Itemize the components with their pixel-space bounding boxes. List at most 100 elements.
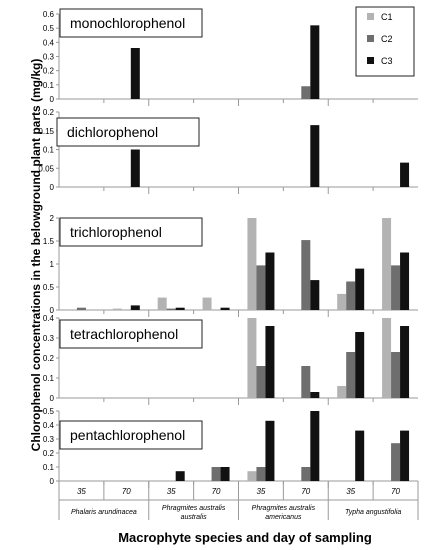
species-label: Typha angustifolia <box>345 509 401 516</box>
panel-title: tetrachlorophenol <box>70 326 178 342</box>
legend-swatch-C3 <box>367 57 374 64</box>
panel-pentachlorophenol: 0 0.1 0.2 0.3 0.4 0.5 pentachlorophenol <box>43 407 418 488</box>
y-tick-label: 2 <box>50 214 55 223</box>
bar-C2-70 <box>301 86 311 99</box>
legend-label-C1: C1 <box>381 12 393 22</box>
bar-C3-70 <box>400 326 410 398</box>
bar-C2-35 <box>256 467 266 481</box>
day-label: 70 <box>391 487 400 496</box>
bar-C1-35 <box>247 318 257 398</box>
day-label: 35 <box>346 487 355 496</box>
day-label: 35 <box>256 487 265 496</box>
y-tick-label: 0.2 <box>43 67 55 76</box>
bar-C3-35 <box>355 430 365 481</box>
y-tick-label: 0.4 <box>43 314 55 323</box>
bar-C1-70 <box>112 308 122 310</box>
bar-C1-35 <box>247 218 257 310</box>
y-tick-label: 0.5 <box>43 283 55 292</box>
panel-title-box <box>59 217 203 247</box>
bar-C2-35 <box>256 265 266 310</box>
panel-trichlorophenol: 0 0.5 1 1.5 2 trichlorophenol <box>43 214 418 317</box>
bar-C3-70 <box>310 25 320 99</box>
legend-label-C3: C3 <box>381 56 393 66</box>
x-axis-label: Macrophyte species and day of sampling <box>118 530 372 545</box>
bar-C3-70 <box>400 252 410 310</box>
legend: C1 C2 C3 <box>355 6 415 77</box>
species-label: Phalaris arundinacea <box>71 509 137 516</box>
bar-C3-35 <box>175 471 185 481</box>
bar-C2-70 <box>301 467 311 481</box>
bar-C1-35 <box>337 293 347 310</box>
y-tick-label: 0.3 <box>43 334 55 343</box>
bar-C2-70 <box>301 366 311 398</box>
day-label: 70 <box>301 487 310 496</box>
y-tick-label: 0 <box>50 477 55 486</box>
day-label: 35 <box>77 487 86 496</box>
y-tick-label: 0.3 <box>43 53 55 62</box>
bar-C2-35 <box>256 366 266 398</box>
y-tick-label: 0.15 <box>38 127 54 136</box>
panel-title-box <box>59 319 203 349</box>
bar-C3-70 <box>130 305 140 310</box>
y-tick-label: 0.2 <box>43 108 55 117</box>
species-label: Phragmites australis <box>252 505 316 512</box>
bar-C1-70 <box>202 297 212 310</box>
bar-C3-70 <box>130 149 140 187</box>
bar-C3-70 <box>130 48 140 99</box>
y-tick-label: 0.2 <box>43 354 55 363</box>
y-tick-label: 0 <box>50 183 55 192</box>
y-tick-label: 0.5 <box>43 407 55 416</box>
bar-C3-35 <box>355 268 365 310</box>
species-label: Phragmites australis <box>162 505 226 512</box>
panel-title: pentachlorophenol <box>70 427 185 443</box>
legend-swatch-C2 <box>367 35 374 42</box>
bar-C1-70 <box>382 318 392 398</box>
panel-tetrachlorophenol: 0 0.1 0.2 0.3 0.4 tetrachlorophenol <box>43 314 418 405</box>
panel-title: dichlorophenol <box>67 124 158 140</box>
y-tick-label: 0.05 <box>38 164 54 173</box>
bar-C2-35 <box>346 352 356 398</box>
panel-title-box <box>56 117 200 147</box>
panel-monochlorophenol: 0 0.1 0.2 0.3 0.4 0.5 0.6 monochlorophenol <box>43 8 418 106</box>
bar-C3-70 <box>400 430 410 481</box>
y-tick-label: 0.3 <box>43 435 55 444</box>
bar-C2-35 <box>166 308 176 310</box>
bar-C3-70 <box>310 280 320 310</box>
panel-title-box <box>59 8 203 38</box>
bar-C2-70 <box>391 265 401 310</box>
bar-C3-35 <box>265 326 275 398</box>
bar-C3-70 <box>220 307 230 310</box>
bar-C1-35 <box>157 297 167 310</box>
bar-C3-70 <box>220 467 230 481</box>
y-tick-label: 0.1 <box>43 374 55 383</box>
bar-C3-70 <box>310 411 320 481</box>
y-axis-label: Chlorophenol concentrations in the below… <box>29 59 43 452</box>
day-label: 70 <box>122 487 131 496</box>
y-tick-label: 0 <box>50 394 55 403</box>
bar-C3-70 <box>310 392 320 398</box>
bar-C3-70 <box>400 162 410 187</box>
species-label: australis <box>181 514 208 521</box>
panels-group: 0 0.1 0.2 0.3 0.4 0.5 0.6 monochlorophenol 0 0.05… <box>38 8 418 488</box>
y-tick-label: 1 <box>50 260 55 269</box>
bar-C1-35 <box>247 471 257 481</box>
panel-title-box <box>59 420 203 450</box>
bar-C2-70 <box>211 467 221 481</box>
bar-C3-35 <box>265 420 275 481</box>
bar-C2-35 <box>346 281 356 310</box>
bar-C3-35 <box>175 307 185 310</box>
bar-C3-70 <box>310 125 320 187</box>
bar-C2-70 <box>301 240 311 310</box>
y-tick-label: 0.1 <box>43 146 55 155</box>
y-tick-label: 0.2 <box>43 449 55 458</box>
y-tick-label: 0 <box>50 306 55 315</box>
bar-C2-70 <box>391 352 401 398</box>
panel-dichlorophenol: 0 0.05 0.1 0.15 0.2 dichlorophenol <box>38 108 418 194</box>
bar-C3-35 <box>265 252 275 310</box>
bar-C2-70 <box>391 443 401 481</box>
y-tick-label: 1.5 <box>43 237 55 246</box>
y-tick-label: 0.4 <box>43 421 55 430</box>
y-tick-label: 0.6 <box>43 10 55 19</box>
panel-title: monochlorophenol <box>70 15 185 31</box>
